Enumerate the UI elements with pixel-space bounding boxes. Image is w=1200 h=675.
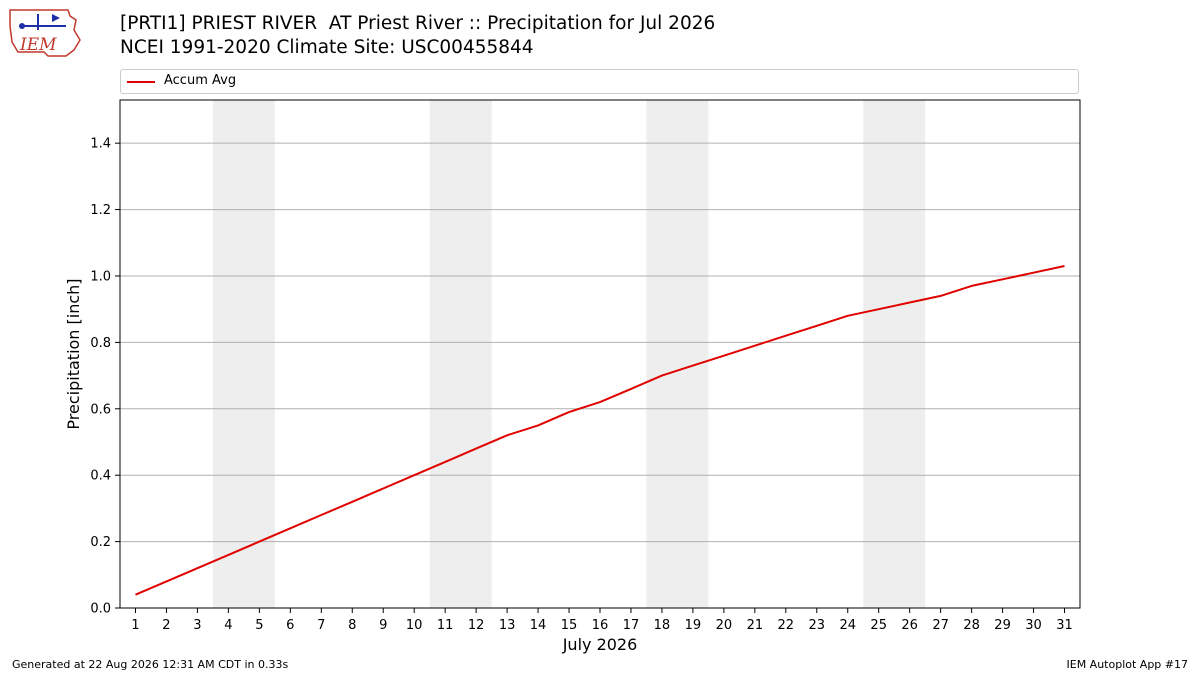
weekend-band <box>863 100 926 608</box>
weekend-band <box>212 100 275 608</box>
x-tick-label: 28 <box>963 618 980 633</box>
chart-legend: Accum Avg <box>120 69 1079 94</box>
x-tick-label: 18 <box>654 618 671 633</box>
x-tick-label: 22 <box>778 618 795 633</box>
chart-title: [PRTI1] PRIEST RIVER AT Priest River :: … <box>120 13 716 34</box>
x-tick-label: 7 <box>317 618 325 633</box>
legend-label-accum-avg: Accum Avg <box>164 73 237 88</box>
x-tick-label: 20 <box>716 618 733 633</box>
x-tick-label: 9 <box>379 618 387 633</box>
x-tick-label: 13 <box>499 618 516 633</box>
footer-app: IEM Autoplot App #17 <box>1066 658 1189 671</box>
series-line-accum-avg <box>135 265 1065 596</box>
chart-title-block: [PRTI1] PRIEST RIVER AT Priest River :: … <box>120 12 715 60</box>
x-tick-label: 26 <box>901 618 918 633</box>
series-layer <box>135 265 1065 596</box>
x-tick-label: 6 <box>286 618 294 633</box>
chart-subtitle: NCEI 1991-2020 Climate Site: USC00455844 <box>120 37 534 58</box>
x-tick-label: 12 <box>468 618 485 633</box>
y-tick-label: 1.2 <box>90 203 111 218</box>
x-tick-label: 27 <box>932 618 949 633</box>
y-gridlines <box>120 142 1080 543</box>
weekend-band <box>429 100 492 608</box>
x-tick-label: 3 <box>193 618 201 633</box>
x-tick-label: 1 <box>131 618 139 633</box>
x-tick-label: 29 <box>994 618 1011 633</box>
x-axis-label: July 2026 <box>562 635 638 654</box>
legend-swatch-accum-avg <box>127 81 155 83</box>
x-tick-label: 8 <box>348 618 356 633</box>
y-tick-label: 0.4 <box>90 469 111 484</box>
x-tick-label: 21 <box>747 618 764 633</box>
y-tick-label: 1.0 <box>90 269 111 284</box>
weekend-band <box>646 100 709 608</box>
x-tick-label: 31 <box>1056 618 1073 633</box>
x-tick-label: 16 <box>592 618 609 633</box>
logo-text: IEM <box>19 35 57 55</box>
footer-generated: Generated at 22 Aug 2026 12:31 AM CDT in… <box>12 658 289 671</box>
x-tick-label: 23 <box>809 618 826 633</box>
x-tick-label: 15 <box>561 618 578 633</box>
y-axis-label: Precipitation [inch] <box>64 278 83 429</box>
y-tick-label: 0.0 <box>90 602 111 617</box>
x-tick-label: 19 <box>685 618 702 633</box>
y-axis: 0.0 0.2 0.4 0.6 0.8 1.0 1.2 1.4 <box>90 137 120 617</box>
x-tick-label: 4 <box>224 618 232 633</box>
x-tick-label: 30 <box>1025 618 1042 633</box>
x-tick-label: 14 <box>530 618 547 633</box>
y-tick-label: 1.4 <box>90 137 111 152</box>
x-tick-label: 24 <box>839 618 856 633</box>
x-tick-label: 25 <box>870 618 887 633</box>
iem-logo-icon: IEM <box>9 9 81 57</box>
y-tick-label: 0.6 <box>90 402 111 417</box>
x-tick-label: 10 <box>406 618 423 633</box>
x-tick-label: 11 <box>437 618 454 633</box>
x-tick-label: 2 <box>162 618 170 633</box>
x-tick-label: 5 <box>255 618 263 633</box>
x-tick-label: 17 <box>623 618 640 633</box>
weekend-bands <box>212 100 926 608</box>
y-tick-label: 0.8 <box>90 336 111 351</box>
x-axis: 1 2 3 4 5 6 7 8 9 10 11 12 13 14 15 16 17 18 19 20 21 22 23 24 2… <box>131 608 1073 633</box>
y-tick-label: 0.2 <box>90 535 111 550</box>
